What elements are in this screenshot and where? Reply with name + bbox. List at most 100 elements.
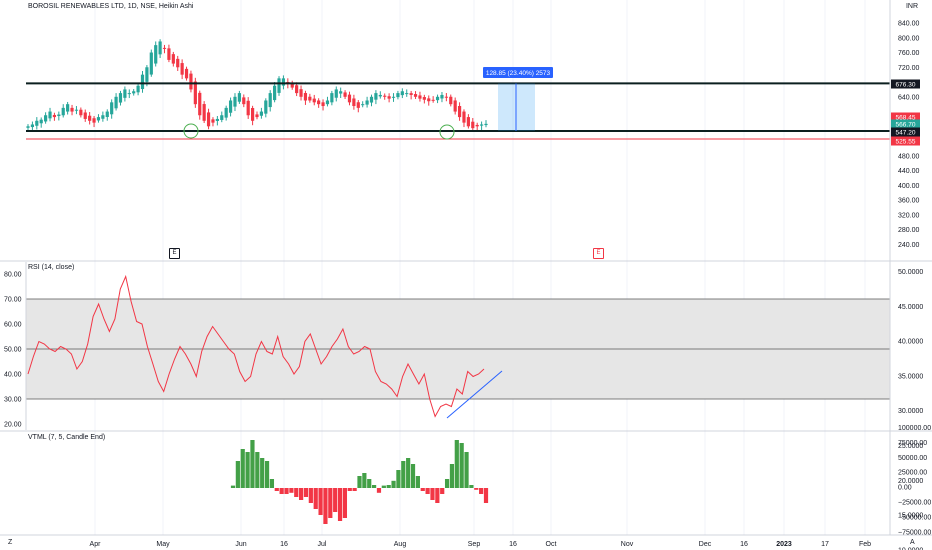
time-axis[interactable]: Apr May Jun 16 Jul Aug Sep 16 Oct Nov Dec 16 2023 17 F… — [90, 541, 872, 548]
vtml-bar — [381, 485, 386, 488]
vtml-title[interactable]: VTML (7, 5, Candle End) — [28, 434, 106, 441]
candle-body — [295, 85, 299, 94]
candle-body — [57, 114, 61, 117]
vtml-bar — [337, 488, 343, 521]
candle-body — [39, 119, 43, 124]
rsi-left-tick: 50.00 — [4, 347, 22, 354]
candle-body — [374, 93, 378, 100]
candle-body — [79, 109, 83, 116]
price-axis-tick: 280.00 — [898, 227, 920, 234]
candle-body — [92, 118, 96, 123]
earnings-marker-e1[interactable]: E — [169, 248, 180, 259]
candle-body — [334, 89, 338, 98]
rsi-left-tick: 70.00 — [4, 297, 22, 304]
candle-body — [396, 93, 400, 98]
time-axis-label: 16 — [280, 541, 288, 548]
price-label: 566.70 — [896, 122, 916, 129]
price-label: 525.55 — [896, 139, 916, 146]
price-label: 676.30 — [896, 82, 916, 89]
time-axis-label: Aug — [394, 541, 407, 548]
candle-body — [189, 73, 193, 90]
rsi-trendline — [446, 370, 503, 419]
vtml-tick: −50000.00 — [898, 514, 931, 521]
vtml-bar — [440, 488, 445, 494]
candle-body — [224, 107, 228, 118]
vtml-bar — [420, 488, 425, 491]
candle-body — [356, 102, 360, 108]
candle-body — [202, 104, 206, 121]
candle-body — [444, 96, 448, 98]
candle-body — [273, 85, 277, 101]
candle-body — [427, 98, 431, 102]
candle-body — [413, 94, 418, 97]
candle-body — [422, 97, 426, 100]
vtml-tick: 75000.00 — [898, 440, 927, 447]
price-axis-tick: 400.00 — [898, 183, 920, 190]
candle-body — [347, 94, 352, 103]
vtml-bar — [454, 440, 459, 488]
vtml-bar — [406, 458, 411, 488]
vtml-bar — [313, 488, 318, 509]
vtml-bar — [274, 488, 279, 491]
candle-body — [88, 115, 92, 121]
candle-body — [48, 111, 52, 119]
candle-body — [114, 96, 118, 109]
candle-body — [154, 45, 158, 64]
vtml-tick: −25000.00 — [898, 500, 931, 507]
candle-body — [206, 112, 211, 127]
candle-body — [449, 96, 453, 105]
time-axis-label: Sep — [468, 541, 481, 548]
time-axis-label: 17 — [821, 541, 829, 548]
candle-body — [237, 93, 241, 102]
vtml-bar — [449, 464, 455, 488]
candle-body — [378, 94, 382, 97]
candle-body — [462, 111, 466, 123]
auto-scale-icon[interactable]: A — [910, 539, 915, 546]
candle-body — [184, 68, 189, 79]
candle-body — [136, 85, 140, 93]
candle-body — [35, 120, 39, 126]
candle-body — [158, 41, 162, 55]
chart-symbol-title[interactable]: BOROSIL RENEWABLES LTD, 1D, NSE, Heikin … — [28, 3, 194, 10]
vtml-bar — [430, 488, 435, 500]
rsi-pane[interactable] — [26, 274, 890, 419]
candle-body — [308, 96, 312, 101]
vtml-bar — [352, 488, 357, 491]
candle-body — [303, 92, 308, 101]
rsi-title[interactable]: RSI (14, close) — [28, 264, 75, 271]
vtml-bar — [371, 485, 377, 488]
vtml-tick: 0.00 — [898, 485, 912, 492]
price-label-bg — [891, 112, 920, 122]
candle-body — [277, 78, 281, 93]
vtml-bar — [469, 485, 474, 488]
zoom-toggle-icon[interactable]: Z — [8, 539, 13, 546]
earnings-marker-e2[interactable]: E — [593, 248, 604, 259]
price-label-bg — [891, 136, 920, 146]
candle-body — [484, 123, 488, 126]
candle-body — [140, 74, 145, 90]
candle-body — [167, 48, 171, 60]
candle-body — [118, 93, 123, 103]
vtml-bar — [425, 488, 430, 494]
price-axis-tick: 240.00 — [898, 242, 920, 249]
candle-body — [171, 54, 175, 64]
candle-body — [215, 118, 219, 121]
candle-body — [193, 81, 197, 105]
candle-body — [250, 108, 255, 121]
rsi-right-tick: 40.0000 — [898, 339, 923, 346]
price-axis-tick: 640.00 — [898, 94, 920, 101]
vtml-pane[interactable] — [230, 440, 489, 524]
candle-body — [176, 58, 180, 68]
price-pane[interactable]: 128.85 (23.40%) 2573 — [26, 39, 890, 140]
candle-body — [246, 100, 250, 116]
candle-body — [255, 114, 259, 118]
candle-body — [233, 96, 237, 107]
currency-label: INR — [905, 3, 918, 10]
price-axis-tick: 440.00 — [898, 168, 920, 175]
vtml-bar — [415, 476, 420, 488]
candle-body — [325, 100, 330, 105]
candle-body — [268, 93, 272, 108]
candle-body — [400, 91, 404, 96]
